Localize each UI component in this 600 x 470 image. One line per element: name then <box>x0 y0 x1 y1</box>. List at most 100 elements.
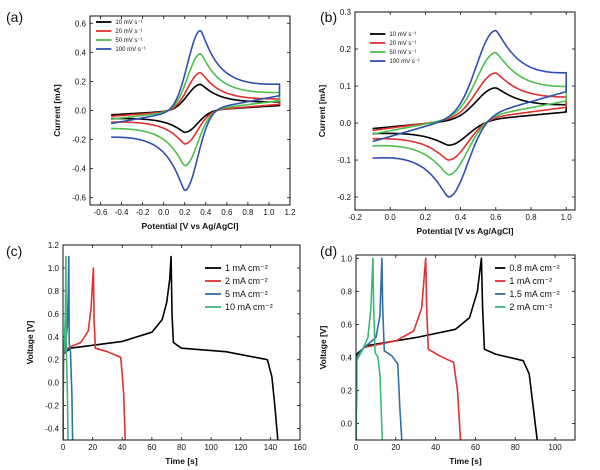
legend-label: 5 mA cm⁻² <box>225 289 268 299</box>
series-line <box>63 267 126 440</box>
y-tick-label: 0.4 <box>341 353 353 362</box>
y-tick-label: 0.4 <box>48 333 60 342</box>
x-tick-label: 1.2 <box>284 208 296 217</box>
y-tick-label: -0.2 <box>337 193 351 202</box>
y-tick-label: -0.4 <box>45 425 59 434</box>
x-axis-label: Potential [V vs Ag/AgCl] <box>142 221 239 231</box>
legend-label: 2 mA cm⁻² <box>509 302 552 312</box>
x-tick-label: 0.4 <box>455 213 467 222</box>
legend-label: 2 mA cm⁻² <box>225 276 268 286</box>
x-tick-label: 0.2 <box>420 213 432 222</box>
legend-label: 1 mA cm⁻² <box>225 263 268 273</box>
plot-frame <box>62 244 301 441</box>
y-tick-label: 0.0 <box>75 107 87 116</box>
x-tick-label: 0.8 <box>525 213 537 222</box>
series-line <box>372 51 567 176</box>
x-axis-label: Time [s] <box>165 456 198 466</box>
legend-label: 20 mV s⁻¹ <box>115 29 142 35</box>
y-tick-label: 1.0 <box>341 254 353 263</box>
y-tick-label: 0.0 <box>48 379 60 388</box>
series-line <box>63 255 279 440</box>
y-tick-label: -0.1 <box>337 156 351 165</box>
x-tick-label: 100 <box>548 443 562 452</box>
x-tick-label: -0.2 <box>348 213 362 222</box>
x-tick-label: 140 <box>264 443 278 452</box>
x-tick-label: 0.0 <box>158 208 170 217</box>
y-tick-label: 0.2 <box>340 45 352 54</box>
y-tick-label: -0.6 <box>72 194 86 203</box>
x-tick-label: 1.0 <box>561 213 573 222</box>
legend-label: 20 mV s⁻¹ <box>389 41 416 47</box>
legend-label: 50 mV s⁻¹ <box>389 50 416 56</box>
y-tick-label: 0.6 <box>48 310 60 319</box>
y-tick-label: -0.2 <box>45 402 59 411</box>
panel-label: (a) <box>6 9 23 25</box>
legend-label: 1.5 mA cm⁻² <box>509 289 559 299</box>
series-line <box>372 87 567 146</box>
plot-frame <box>354 11 576 211</box>
x-tick-label: 0.2 <box>179 208 191 217</box>
legend-label: 100 mV s⁻¹ <box>389 59 420 65</box>
chart-panel-1: (b) -0.2 0.0 0.2 0.4 0.6 0.8 1.0 -0.2 -0.1 0.0 0.1 0… <box>317 8 576 236</box>
plot-frame <box>89 15 291 206</box>
x-tick-label: 40 <box>118 443 127 452</box>
x-tick-label: 100 <box>204 443 218 452</box>
x-tick-label: 0.4 <box>200 208 212 217</box>
series-line <box>356 257 384 440</box>
y-tick-label: 0.4 <box>75 48 87 57</box>
panel-label: (b) <box>320 9 337 25</box>
x-tick-label: 60 <box>471 443 480 452</box>
x-tick-label: 120 <box>234 443 248 452</box>
y-tick-label: 0.2 <box>48 356 60 365</box>
x-tick-label: 40 <box>431 443 440 452</box>
x-tick-label: 60 <box>147 443 156 452</box>
series-line <box>372 29 567 198</box>
x-tick-label: -0.2 <box>136 208 150 217</box>
x-tick-label: 1.0 <box>263 208 275 217</box>
legend-label: 0.8 mA cm⁻² <box>509 263 559 273</box>
x-tick-label: 0.6 <box>490 213 502 222</box>
plot-frame <box>355 254 576 441</box>
x-tick-label: 0 <box>354 443 359 452</box>
legend-label: 10 mA cm⁻² <box>225 302 273 312</box>
x-axis-label: Potential [V vs Ag/AgCl] <box>417 226 514 236</box>
chart-panel-0: (a) -0.6 -0.4 -0.2 0.0 0.2 0.4 0.6 0.8 1.0 1.2 -0.6… <box>6 9 296 231</box>
series-line <box>110 29 281 192</box>
x-tick-label: 80 <box>177 443 186 452</box>
legend-label: 10 mV s⁻¹ <box>115 20 142 26</box>
y-axis-label: Current [mA] <box>52 84 62 137</box>
y-tick-label: 0.6 <box>341 320 353 329</box>
legend-label: 50 mV s⁻¹ <box>115 38 142 44</box>
y-tick-label: -0.2 <box>72 136 86 145</box>
y-tick-label: 1.2 <box>48 241 60 250</box>
series-line <box>356 257 403 440</box>
x-tick-label: 0.0 <box>385 213 397 222</box>
y-tick-label: 0.8 <box>48 287 60 296</box>
legend-label: 10 mV s⁻¹ <box>389 32 416 38</box>
y-tick-label: 1.0 <box>48 264 60 273</box>
y-tick-label: 0.6 <box>75 19 87 28</box>
legend-label: 100 mV s⁻¹ <box>115 47 146 53</box>
x-axis-label: Time [s] <box>449 456 482 466</box>
series-line <box>111 53 281 167</box>
y-tick-label: 0.2 <box>341 386 353 395</box>
chart-panel-3: (d) 0 20 40 60 80 100 0.0 0.2 0.4 0.6 0.8 1.0 0.8 mA … <box>318 243 576 466</box>
x-tick-label: 0.6 <box>221 208 233 217</box>
y-tick-label: 0.0 <box>341 419 353 428</box>
panel-label: (c) <box>6 243 22 259</box>
x-tick-label: -0.6 <box>94 208 108 217</box>
x-tick-label: 20 <box>391 443 400 452</box>
y-tick-label: -0.4 <box>72 165 86 174</box>
y-tick-label: 0.1 <box>340 82 352 91</box>
y-tick-label: 0.2 <box>75 77 87 86</box>
x-tick-label: 80 <box>511 443 520 452</box>
x-tick-label: 160 <box>293 443 307 452</box>
panel-label: (d) <box>320 243 337 259</box>
chart-panel-2: (c) 0 20 40 60 80 100 120 140 160 -0.4 -0.2 0.0 0.2 0.… <box>6 241 307 466</box>
y-axis-label: Voltage [V] <box>318 325 328 369</box>
y-tick-label: 0.0 <box>340 119 352 128</box>
y-axis-label: Current [mA] <box>317 85 327 138</box>
x-tick-label: 0 <box>61 443 66 452</box>
x-tick-label: -0.4 <box>115 208 129 217</box>
